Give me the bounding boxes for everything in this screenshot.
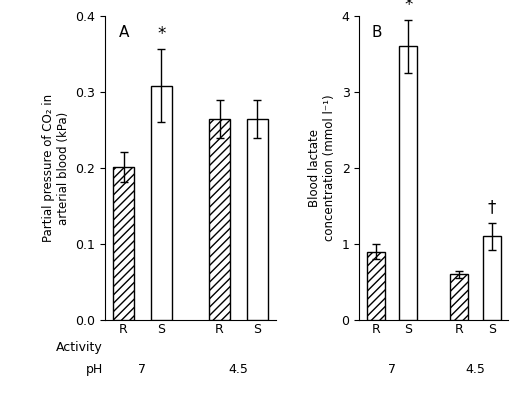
Text: *: * [157, 25, 166, 43]
Text: 4.5: 4.5 [228, 362, 248, 376]
Text: 7: 7 [388, 362, 396, 376]
Text: Activity: Activity [56, 341, 103, 354]
Bar [483, 236, 501, 320]
Text: A: A [118, 25, 129, 40]
Text: B: B [372, 25, 382, 40]
Text: 4.5: 4.5 [466, 362, 485, 376]
Bar [450, 274, 468, 320]
Bar [209, 119, 230, 320]
Text: pH: pH [85, 362, 103, 376]
Text: 7: 7 [138, 362, 146, 376]
Bar [113, 167, 134, 320]
Text: *: * [404, 0, 412, 14]
Y-axis label: Partial pressure of CO₂ in
arterial blood (kPa): Partial pressure of CO₂ in arterial bloo… [41, 94, 70, 242]
Bar [247, 119, 268, 320]
Y-axis label: Blood lactate
concentration (mmol l⁻¹): Blood lactate concentration (mmol l⁻¹) [308, 95, 336, 241]
Bar [399, 46, 418, 320]
Bar [151, 86, 172, 320]
Bar [367, 252, 385, 320]
Text: †: † [488, 199, 496, 217]
